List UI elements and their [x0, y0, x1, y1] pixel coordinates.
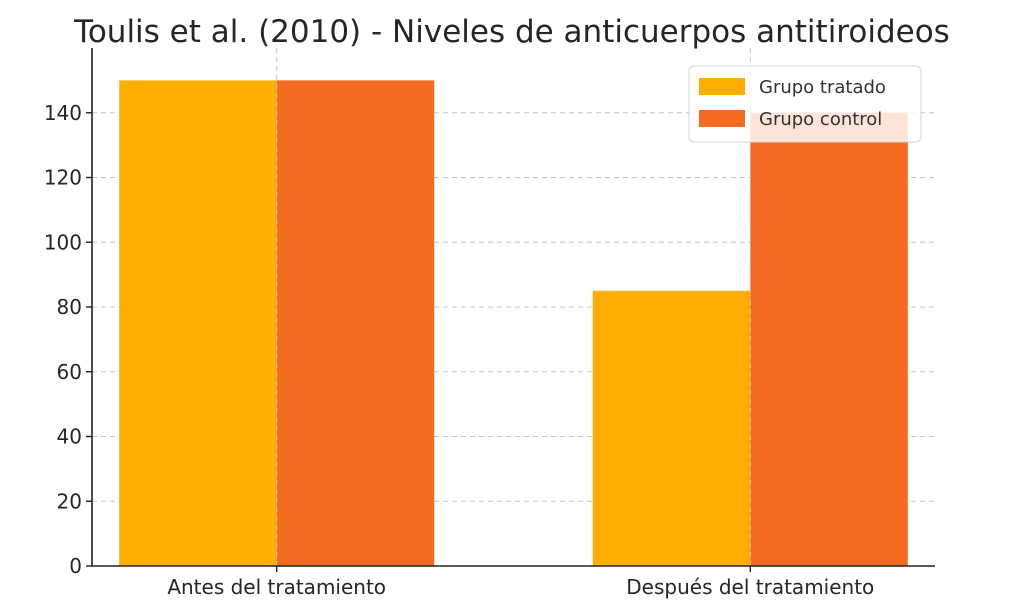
y-tick-label: 20	[57, 489, 82, 513]
bar-grupo-control-antes	[276, 80, 435, 566]
y-tick-label: 60	[57, 360, 82, 384]
bar-grupo-tratado-antes	[119, 80, 277, 566]
y-tick-label: 120	[44, 166, 82, 190]
y-tick-label: 80	[57, 295, 82, 319]
x-tick-label: Antes del tratamiento	[167, 575, 386, 599]
y-tick-label: 0	[69, 554, 82, 578]
bar-grupo-control-despues	[750, 112, 908, 566]
y-tick-label: 100	[44, 230, 82, 254]
bar-grupo-tratado-despues	[592, 290, 751, 566]
bars	[119, 48, 908, 566]
legend-box	[688, 65, 922, 143]
legend-label: Grupo tratado	[759, 77, 886, 98]
x-tick-label: Después del tratamiento	[626, 575, 874, 599]
y-tick-label: 40	[57, 425, 82, 449]
y-tick-label: 140	[44, 101, 82, 125]
legend-swatch	[699, 78, 745, 95]
legend-swatch	[699, 110, 745, 127]
chart-title: Toulis et al. (2010) - Niveles de anticu…	[73, 14, 950, 50]
axes: 0 20 40 60 80 100 120 140 Antes del tratamiento D…	[44, 48, 935, 599]
legend-label: Grupo control	[759, 109, 882, 130]
legend: Grupo tratado Grupo control	[688, 65, 922, 143]
